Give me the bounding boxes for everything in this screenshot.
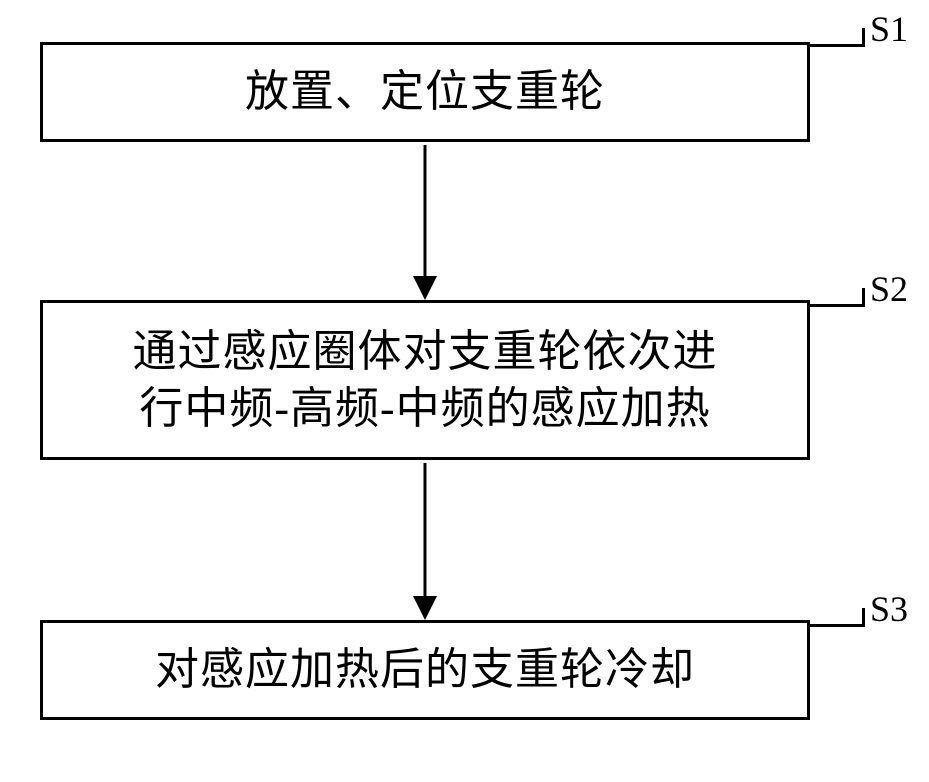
step-text-s3: 对感应加热后的支重轮冷却 <box>145 637 705 702</box>
step-label-s3: S3 <box>870 588 908 630</box>
label-tick-s3 <box>810 608 865 627</box>
label-tick-s2 <box>810 288 865 307</box>
arrow-s1-s2 <box>413 145 437 300</box>
step-box-s3: 对感应加热后的支重轮冷却 <box>40 620 810 720</box>
arrow-s2-s3 <box>413 463 437 620</box>
step-label-s1: S1 <box>870 8 908 50</box>
label-tick-s1 <box>810 28 865 47</box>
step-label-s2: S2 <box>870 268 908 310</box>
step-box-s2: 通过感应圈体对支重轮依次进 行中频-高频-中频的感应加热 <box>40 300 810 460</box>
step-text-s1: 放置、定位支重轮 <box>235 59 615 124</box>
step-text-s2: 通过感应圈体对支重轮依次进 行中频-高频-中频的感应加热 <box>123 319 728 441</box>
step-box-s1: 放置、定位支重轮 <box>40 42 810 142</box>
flowchart-canvas: 放置、定位支重轮 S1 通过感应圈体对支重轮依次进 行中频-高频-中频的感应加热… <box>0 0 929 782</box>
